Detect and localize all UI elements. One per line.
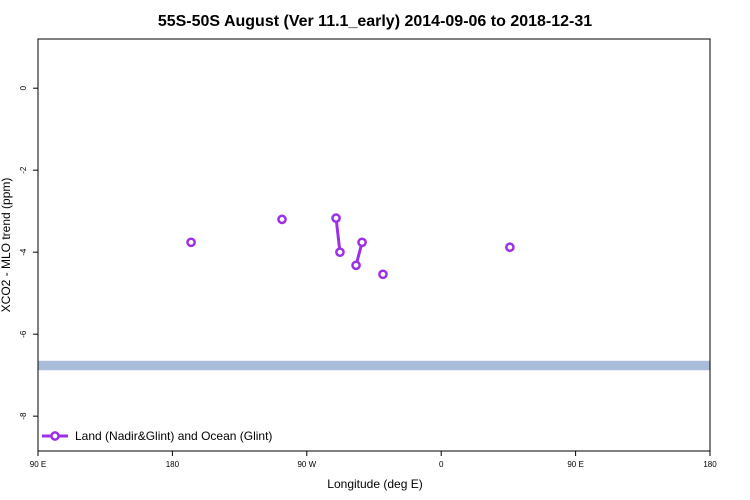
y-tick-label: -2 [19,166,28,174]
chart-title: 55S-50S August (Ver 11.1_early) 2014-09-… [158,13,592,30]
plot-frame [37,38,711,452]
data-point [357,237,367,248]
data-point [351,260,361,271]
x-tick-label: 90 E [567,460,583,469]
y-tick-label: -4 [19,248,28,256]
y-tick-label: 0 [19,85,28,90]
x-tick-label: 180 [166,460,180,469]
x-axis-label: Longitude (deg E) [327,477,422,491]
reference-band [38,360,710,371]
y-axis-label: XCO2 - MLO trend (ppm) [0,178,13,313]
data-point [505,242,515,253]
data-point [335,247,345,258]
y-tick-label: -6 [19,330,28,338]
legend-marker [50,431,60,441]
x-tick-label: 180 [703,460,717,469]
y-tick-label: -8 [19,412,28,420]
data-point [331,213,341,223]
x-tick-label: 90 E [30,460,46,469]
data-point [378,269,388,280]
legend-label: Land (Nadir&Glint) and Ocean (Glint) [75,429,272,443]
data-point [186,237,196,248]
x-tick-label: 90 W [297,460,316,469]
data-point [277,214,287,225]
x-tick-label: 0 [439,460,444,469]
